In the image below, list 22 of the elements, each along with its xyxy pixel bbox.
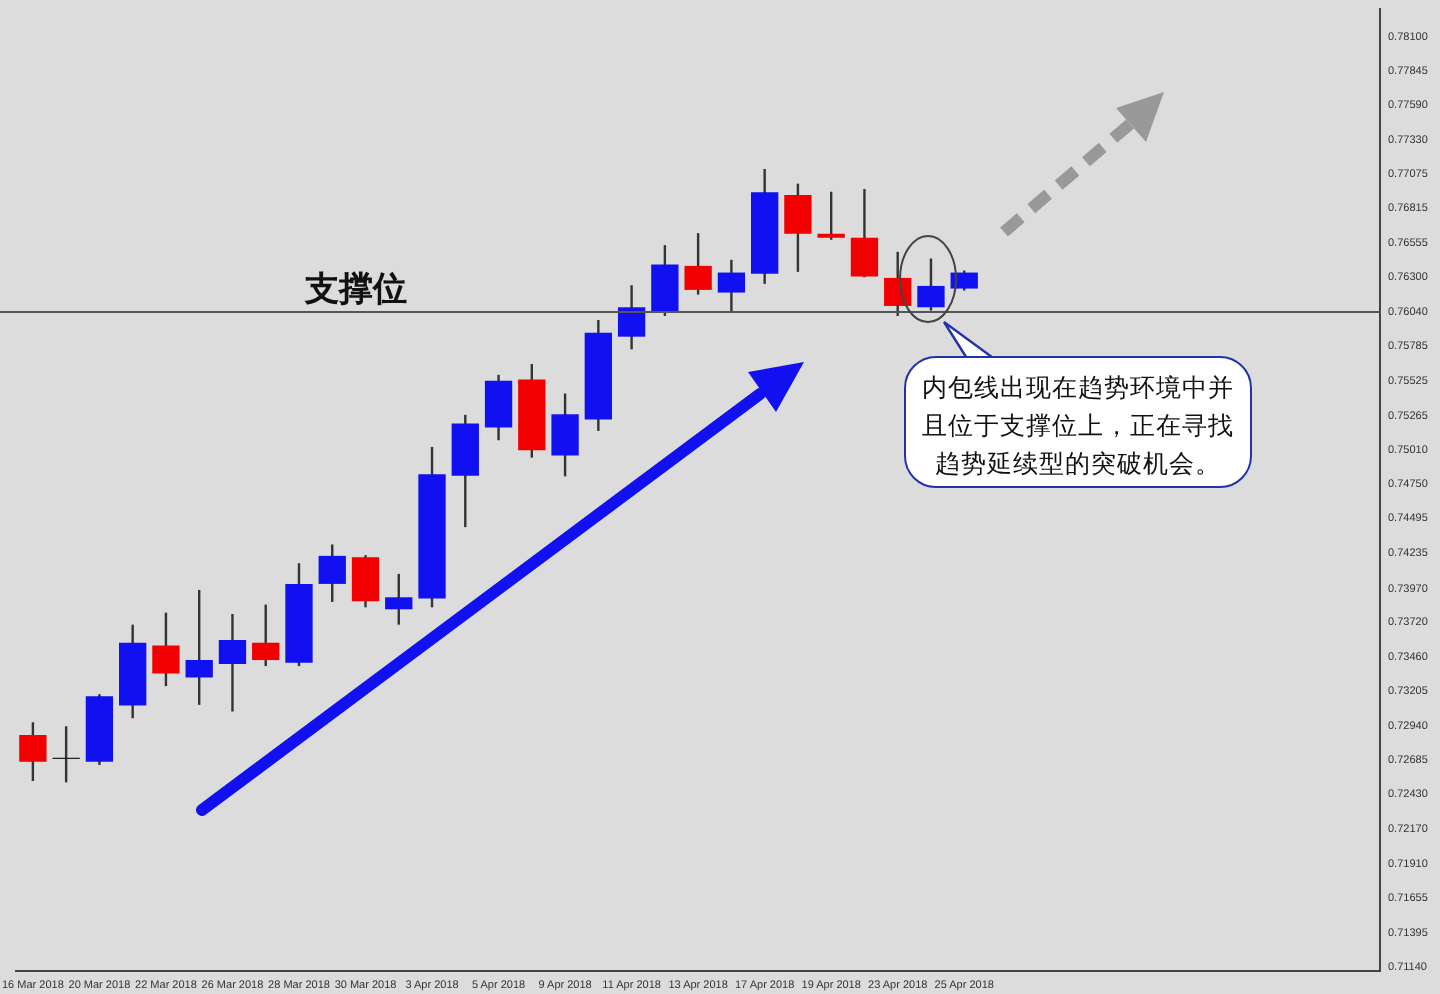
candlestick — [252, 603, 280, 668]
candlestick — [351, 553, 380, 609]
candlestick — [817, 190, 845, 241]
candlestick — [551, 392, 579, 478]
candlestick — [385, 572, 413, 626]
candlestick — [717, 258, 746, 314]
annotation: 内包线出现在趋势环境中并且位于支撑位上，正在寻找趋势延续型的突破机会。 — [904, 356, 1252, 488]
candlestick — [484, 373, 513, 442]
candlestick — [651, 243, 679, 318]
candlestick — [185, 588, 213, 707]
candlestick — [318, 543, 346, 604]
candlestick — [152, 611, 180, 688]
candlestick — [784, 182, 812, 274]
candlestick — [19, 721, 47, 783]
candlestick — [950, 269, 978, 292]
candlestick — [218, 612, 247, 713]
candlestick — [884, 250, 912, 318]
candlestick — [684, 231, 712, 296]
candlestick — [850, 187, 879, 279]
ref-line-label: 支撑位 — [303, 269, 408, 310]
candlestick — [617, 284, 646, 351]
candlestick — [917, 257, 945, 312]
